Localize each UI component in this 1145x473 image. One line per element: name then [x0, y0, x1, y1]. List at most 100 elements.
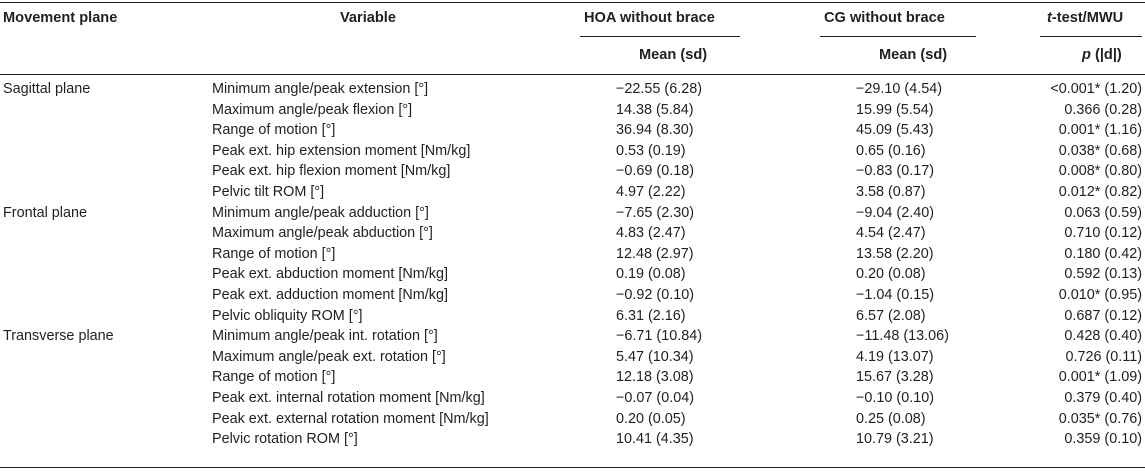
cell-p-value: 0.001* (1.09): [1058, 369, 1142, 386]
table-row: Peak ext. adduction moment [Nm/kg] −0.92 …: [0, 287, 1145, 308]
cell-variable: Maximum angle/peak abduction [°]: [212, 225, 433, 242]
table-row: Transverse plane Minimum angle/peak int. …: [0, 328, 1145, 349]
table-row: Sagittal plane Minimum angle/peak extensi…: [0, 81, 1145, 102]
cell-cg-mean: 4.19 (13.07): [856, 348, 934, 365]
cell-variable: Peak ext. abduction moment [Nm/kg]: [212, 266, 448, 283]
cg-group-rule: [820, 36, 976, 37]
header-test: t-test/MWU: [1047, 10, 1123, 26]
cell-variable: Pelvic rotation ROM [°]: [212, 431, 358, 448]
cell-variable: Maximum angle/peak ext. rotation [°]: [212, 348, 446, 365]
cell-variable: Peak ext. hip extension moment [Nm/kg]: [212, 142, 471, 159]
cell-variable: Range of motion [°]: [212, 122, 336, 139]
cell-movement-plane: Frontal plane: [3, 204, 87, 221]
cell-p-value: 0.010* (0.95): [1058, 286, 1142, 303]
header-variable: Variable: [340, 10, 396, 26]
cell-variable: Maximum angle/peak flexion [°]: [212, 101, 413, 118]
header-movement-plane: Movement plane: [3, 10, 118, 26]
cell-hoa-mean: −0.69 (0.18): [616, 163, 695, 180]
cell-cg-mean: −1.04 (0.15): [856, 286, 935, 303]
cell-p-value: 0.008* (0.80): [1058, 163, 1142, 180]
table-row: Peak ext. hip flexion moment [Nm/kg] −0.6…: [0, 163, 1145, 184]
header-test-rest: -test/MWU: [1051, 10, 1124, 26]
table-row: Maximum angle/peak ext. rotation [°] 5.47…: [0, 349, 1145, 370]
table-row: Peak ext. hip extension moment [Nm/kg] 0.…: [0, 143, 1145, 164]
cell-hoa-mean: 0.19 (0.08): [616, 266, 686, 283]
cell-p-value: 0.379 (0.40): [1064, 389, 1142, 406]
table-row: Maximum angle/peak flexion [°] 14.38 (5.8…: [0, 102, 1145, 123]
cell-hoa-mean: −6.71 (10.84): [616, 328, 703, 345]
cell-hoa-mean: 0.53 (0.19): [616, 142, 686, 159]
subheader-hoa-mean-sd: Mean (sd): [639, 47, 708, 63]
cell-p-value: 0.035* (0.76): [1058, 410, 1142, 427]
cell-cg-mean: −9.04 (2.40): [856, 204, 935, 221]
cell-hoa-mean: −22.55 (6.28): [616, 81, 703, 97]
subheader-p-italic: p: [1082, 47, 1091, 63]
cell-p-value: 0.687 (0.12): [1064, 307, 1142, 324]
table-row: Peak ext. internal rotation moment [Nm/k…: [0, 390, 1145, 411]
table-row: Range of motion [°] 12.18 (3.08) 15.67 (3.…: [0, 369, 1145, 390]
cell-hoa-mean: 5.47 (10.34): [616, 348, 694, 365]
cell-cg-mean: 6.57 (2.08): [856, 307, 926, 324]
cell-cg-mean: 10.79 (3.21): [856, 431, 934, 448]
header-hoa-without-brace: HOA without brace: [584, 10, 715, 26]
cell-p-value: 0.710 (0.12): [1064, 225, 1142, 242]
cell-hoa-mean: 36.94 (8.30): [616, 122, 694, 139]
cell-variable: Peak ext. internal rotation moment [Nm/k…: [212, 389, 485, 406]
cell-p-value: 0.366 (0.28): [1064, 101, 1142, 118]
cell-cg-mean: 45.09 (5.43): [856, 122, 934, 139]
table-row: Maximum angle/peak abduction [°] 4.83 (2.…: [0, 225, 1145, 246]
table-bottom-rule: [0, 467, 1145, 468]
table-row: Peak ext. abduction moment [Nm/kg] 0.19 (…: [0, 266, 1145, 287]
cell-p-value: 0.038* (0.68): [1058, 142, 1142, 159]
header-cg-without-brace: CG without brace: [824, 10, 945, 26]
cell-cg-mean: −11.48 (13.06): [856, 328, 949, 345]
cell-variable: Range of motion [°]: [212, 245, 336, 262]
cell-variable: Peak ext. adduction moment [Nm/kg]: [212, 286, 448, 303]
cell-variable: Minimum angle/peak extension [°]: [212, 81, 429, 97]
cell-variable: Pelvic obliquity ROM [°]: [212, 307, 363, 324]
subheader-cg-mean-sd: Mean (sd): [879, 47, 948, 63]
table-row: Range of motion [°] 36.94 (8.30) 45.09 (5.…: [0, 122, 1145, 143]
cell-p-value: 0.012* (0.82): [1058, 183, 1142, 200]
cell-variable: Minimum angle/peak adduction [°]: [212, 204, 429, 221]
cell-hoa-mean: −7.65 (2.30): [616, 204, 695, 221]
cell-movement-plane: Sagittal plane: [3, 81, 91, 97]
cell-hoa-mean: 0.20 (0.05): [616, 410, 686, 427]
cell-hoa-mean: 6.31 (2.16): [616, 307, 686, 324]
table-body: Sagittal plane Minimum angle/peak extensi…: [0, 81, 1145, 452]
cell-hoa-mean: 12.18 (3.08): [616, 369, 694, 386]
cell-cg-mean: −29.10 (4.54): [856, 81, 943, 97]
table-row: Pelvic rotation ROM [°] 10.41 (4.35) 10.79…: [0, 431, 1145, 452]
table-row: Frontal plane Minimum angle/peak adductio…: [0, 205, 1145, 226]
table-top-rule: [0, 2, 1145, 3]
header-bottom-rule: [0, 74, 1145, 75]
cell-cg-mean: 0.65 (0.16): [856, 142, 926, 159]
cell-hoa-mean: 14.38 (5.84): [616, 101, 694, 118]
cell-p-value: 0.726 (0.11): [1065, 348, 1142, 365]
cell-cg-mean: 15.99 (5.54): [856, 101, 934, 118]
cell-hoa-mean: 4.83 (2.47): [616, 225, 686, 242]
subheader-p-value: p (|d|): [1082, 47, 1122, 63]
cell-hoa-mean: −0.07 (0.04): [616, 389, 695, 406]
cell-variable: Range of motion [°]: [212, 369, 336, 386]
cell-p-value: 0.063 (0.59): [1064, 204, 1142, 221]
cell-movement-plane: Transverse plane: [3, 328, 114, 345]
cell-p-value: 0.359 (0.10): [1064, 431, 1142, 448]
table-row: Range of motion [°] 12.48 (2.97) 13.58 (2.…: [0, 246, 1145, 267]
cell-p-value: 0.180 (0.42): [1064, 245, 1142, 262]
hoa-group-rule: [580, 36, 740, 37]
cell-cg-mean: −0.10 (0.10): [856, 389, 935, 406]
cell-cg-mean: 4.54 (2.47): [856, 225, 926, 242]
cell-p-value: 0.001* (1.16): [1058, 122, 1142, 139]
table-row: Pelvic obliquity ROM [°] 6.31 (2.16) 6.57 …: [0, 308, 1145, 329]
cell-cg-mean: 15.67 (3.28): [856, 369, 934, 386]
cell-hoa-mean: −0.92 (0.10): [616, 286, 695, 303]
cell-variable: Pelvic tilt ROM [°]: [212, 183, 325, 200]
cell-hoa-mean: 12.48 (2.97): [616, 245, 694, 262]
cell-p-value: 0.592 (0.13): [1064, 266, 1142, 283]
subheader-p-rest: (|d|): [1090, 47, 1122, 63]
cell-variable: Peak ext. external rotation moment [Nm/k…: [212, 410, 489, 427]
cell-cg-mean: 13.58 (2.20): [856, 245, 934, 262]
test-group-rule: [1040, 36, 1142, 37]
